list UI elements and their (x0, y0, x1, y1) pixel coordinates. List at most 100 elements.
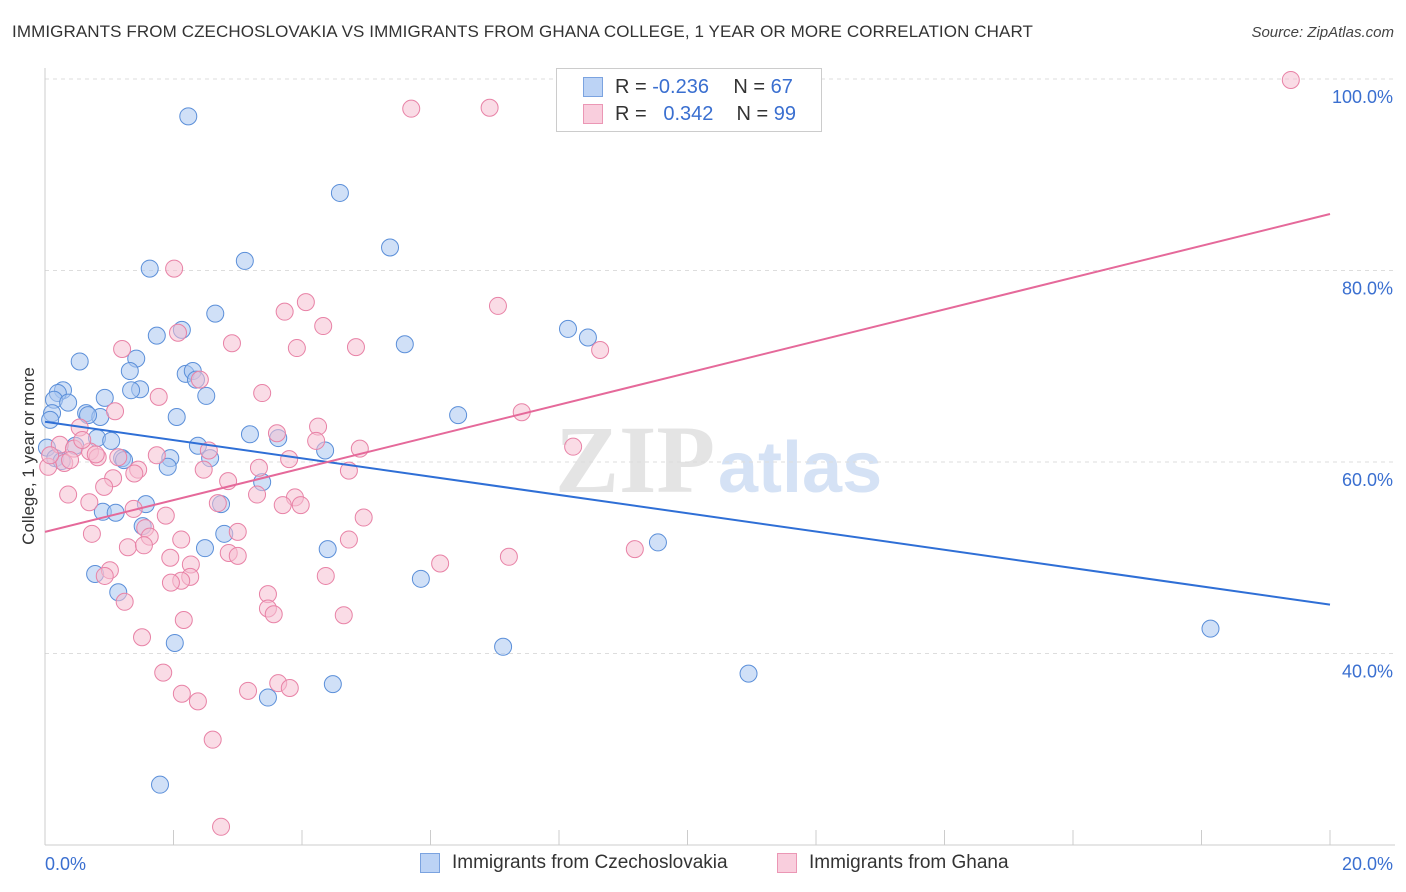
bottom-legend-czechoslovakia: Immigrants from Czechoslovakia (420, 852, 728, 874)
czechoslovakia-point (323, 675, 342, 694)
ghana-point (41, 446, 60, 465)
ghana-point (222, 334, 241, 353)
czechoslovakia-point (95, 388, 114, 407)
czechoslovakia-point (102, 431, 121, 450)
czechoslovakia-point (147, 326, 166, 345)
ghana-point (402, 99, 421, 118)
source-label: Source: ZipAtlas.com (1251, 24, 1394, 41)
legend-row-czechoslovakia: R = -0.236 N = 67 (583, 75, 793, 99)
ghana-point (174, 610, 193, 629)
ghana-point (564, 437, 583, 456)
ghana-point (194, 460, 213, 479)
czechoslovakia-point (167, 407, 186, 426)
r-value: 0.342 (663, 102, 714, 125)
chart-title: IMMIGRANTS FROM CZECHOSLOVAKIA VS IMMIGR… (12, 22, 1034, 41)
czechoslovakia-point (558, 319, 577, 338)
ghana-trend-line (44, 213, 1331, 533)
ghana-point (488, 296, 507, 315)
watermark-atlas: atlas (718, 428, 882, 508)
ghana-point (280, 450, 299, 469)
czechoslovakia-point (70, 352, 89, 371)
y-tick-label: 40.0% (1342, 662, 1393, 682)
n-label: N = (736, 102, 769, 125)
ghana-point (109, 448, 128, 467)
y-axis-label: College, 1 year or more (19, 367, 38, 545)
ghana-point (80, 493, 99, 512)
ghana-point (59, 485, 78, 504)
ghana-point (86, 445, 105, 464)
czechoslovakia-point (240, 425, 259, 444)
ghana-point (161, 573, 180, 592)
ghana-point (172, 530, 191, 549)
ghana-point (61, 451, 80, 470)
ghana-point (208, 494, 227, 513)
ghana-point (190, 370, 209, 389)
ghana-point (165, 259, 184, 278)
r-value: -0.236 (652, 75, 709, 98)
ghana-point (113, 340, 132, 359)
x-tick-max: 20.0% (1342, 854, 1393, 874)
ghana-point (264, 605, 283, 624)
ghana-point (149, 387, 168, 406)
ghana-point (316, 566, 335, 585)
ghana-point (228, 522, 247, 541)
y-tick-label: 100.0% (1332, 87, 1393, 107)
czechoslovakia-point (739, 664, 758, 683)
ghana-point (161, 548, 180, 567)
ghana-point (625, 540, 644, 559)
ghana-point (480, 98, 499, 117)
x-tick-min: 0.0% (45, 854, 86, 874)
ghana-point (287, 339, 306, 358)
ghana-point (1281, 70, 1300, 89)
blue-swatch-icon (583, 77, 603, 97)
ghana-point (346, 338, 365, 357)
ghana-point (95, 477, 114, 496)
czechoslovakia-point (165, 633, 184, 652)
czechoslovakia-point (494, 637, 513, 656)
r-label: R = (615, 102, 647, 125)
ghana-point (188, 692, 207, 711)
czechoslovakia-point (235, 251, 254, 270)
ghana-point (248, 485, 267, 504)
ghana-point (147, 446, 166, 465)
ghana-point (291, 496, 310, 515)
legend: R = -0.236 N = 67 R = 0.342 N = 99 (556, 68, 822, 132)
czechoslovakia-point (197, 386, 216, 405)
ghana-point (253, 384, 272, 403)
ghana-point (273, 496, 292, 515)
ghana-point (172, 684, 191, 703)
ghana-point (228, 546, 247, 565)
ghana-point (212, 817, 231, 836)
ghana-point (275, 302, 294, 321)
czechoslovakia-point (151, 775, 170, 794)
czechoslovakia-point (258, 688, 277, 707)
ghana-point (73, 430, 92, 449)
n-label: N = (733, 75, 766, 98)
blue-swatch-icon (420, 853, 440, 873)
n-value: 67 (770, 75, 793, 98)
czechoslovakia-point (158, 457, 177, 476)
ghana-point (156, 506, 175, 525)
ghana-point (106, 402, 125, 421)
ghana-point (154, 663, 173, 682)
ghana-point (95, 566, 114, 585)
legend-label: Immigrants from Ghana (809, 852, 1009, 873)
ghana-point (307, 431, 326, 450)
czechoslovakia-point (381, 238, 400, 257)
czechoslovakia-point (206, 304, 225, 323)
bottom-legend-ghana: Immigrants from Ghana (777, 852, 1009, 874)
czechoslovakia-point (1201, 619, 1220, 638)
czechoslovakia-point (179, 107, 198, 126)
ghana-point (133, 628, 152, 647)
watermark: ZIP (555, 406, 715, 513)
pink-swatch-icon (583, 104, 603, 124)
ghana-point (267, 424, 286, 443)
czechoslovakia-point (411, 569, 430, 588)
czechoslovakia-point (79, 406, 98, 425)
czechoslovakia-point (395, 335, 414, 354)
ghana-point (314, 317, 333, 336)
ghana-point (239, 681, 258, 700)
ghana-point (354, 508, 373, 527)
czechoslovakia-point (648, 533, 667, 552)
czechoslovakia-point (318, 540, 337, 559)
